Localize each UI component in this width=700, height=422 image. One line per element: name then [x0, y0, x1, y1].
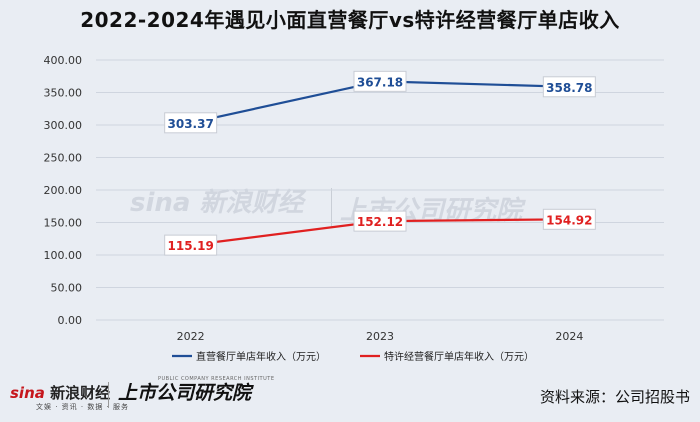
y-tick-label: 150.00: [44, 217, 83, 230]
y-tick-label: 50.00: [51, 282, 83, 295]
y-tick-label: 100.00: [44, 249, 83, 262]
y-tick-label: 200.00: [44, 184, 83, 197]
y-tick-label: 300.00: [44, 119, 83, 132]
data-label-box: [542, 76, 596, 98]
y-tick-label: 400.00: [44, 54, 83, 67]
data-label: 358.78: [546, 81, 592, 95]
data-label: 115.19: [168, 239, 214, 253]
sina-logo-subtitle: 文娱 · 资讯 · 数据 · 服务: [36, 403, 130, 411]
data-label-box: [353, 210, 407, 232]
chart-title: 2022-2024年遇见小面直营餐厅vs特许经营餐厅单店收入: [80, 8, 620, 32]
brand-logo: 上市公司研究院: [118, 382, 252, 404]
footer: sina 新浪财经 文娱 · 资讯 · 数据 · 服务 上市公司研究院 PUBL…: [0, 372, 700, 422]
y-tick-label: 0.00: [58, 314, 83, 327]
brand-subtitle: PUBLIC COMPANY RESEARCH INSTITUTE: [158, 376, 275, 382]
footer-divider: [108, 382, 109, 408]
data-label-box: [542, 208, 596, 230]
y-tick-label: 250.00: [44, 152, 83, 165]
y-tick-label: 350.00: [44, 87, 83, 100]
data-label-box: [164, 112, 218, 134]
x-tick-label: 2024: [555, 330, 583, 343]
x-tick-label: 2022: [177, 330, 205, 343]
data-label: 152.12: [357, 215, 403, 229]
legend-label: 特许经营餐厅单店年收入（万元）: [384, 350, 534, 363]
source-note: 资料来源：公司招股书: [539, 388, 690, 406]
data-label-box: [164, 234, 218, 256]
data-label: 154.92: [546, 213, 592, 227]
data-label: 303.37: [168, 117, 214, 131]
data-label: 367.18: [357, 75, 403, 89]
data-label-box: [353, 70, 407, 92]
line-chart: 0.00 50.00 100.00 150.00 200.00 250.00 300.00 3…: [44, 54, 664, 363]
sina-logo: sina 新浪财经: [10, 384, 111, 402]
x-tick-label: 2023: [366, 330, 394, 343]
legend-label: 直营餐厅单店年收入（万元）: [196, 350, 326, 363]
watermark-divider: [331, 188, 332, 228]
